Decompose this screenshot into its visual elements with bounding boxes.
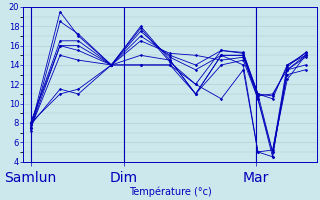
X-axis label: Température (°c): Température (°c) (129, 186, 211, 197)
